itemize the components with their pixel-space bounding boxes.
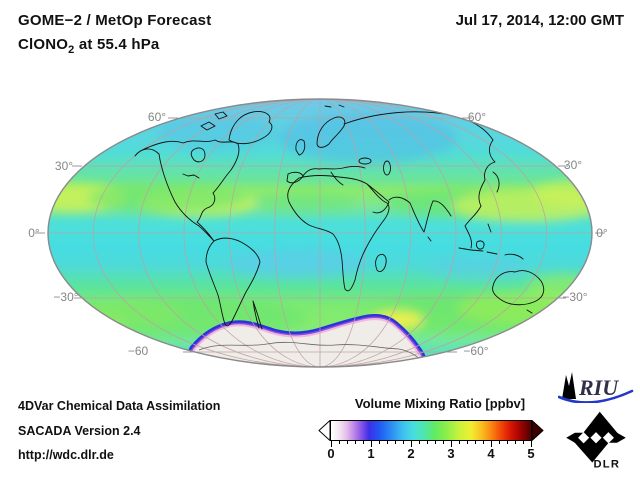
lat-label-right-60: 60° xyxy=(467,110,487,124)
dlr-logo: DLR xyxy=(566,411,626,469)
lat-label-left-60: 60° xyxy=(147,110,167,124)
dlr-bird-icon xyxy=(566,411,626,463)
attribution-line2: SACADA Version 2.4 xyxy=(18,423,141,438)
colorbar-tick-0: 0 xyxy=(327,446,335,461)
world-map: 60° 30° 0° −30° −60 60° 30° 0° −30° −60° xyxy=(0,96,640,374)
colorbar-minor-ticks xyxy=(331,441,532,444)
riu-logo: RIU xyxy=(558,372,634,403)
colorbar-tick-1: 1 xyxy=(367,446,375,461)
colorbar-overflow-arrow-icon xyxy=(532,420,544,441)
mollweide-globe xyxy=(35,98,605,368)
antarctic-vortex xyxy=(181,314,429,367)
lat-label-left-30: 30° xyxy=(54,159,74,173)
antarctica-coastline xyxy=(198,341,423,362)
cathedral-icon xyxy=(562,372,576,399)
colorbar-title: Volume Mixing Ratio [ppbv] xyxy=(354,396,526,411)
datetime-label: Jul 17, 2014, 12:00 GMT xyxy=(455,12,624,29)
compound-name: ClONO xyxy=(18,36,69,53)
attribution-url: http://wdc.dlr.de xyxy=(18,448,114,462)
figure-subtitle: ClONO2 at 55.4 hPa xyxy=(18,36,159,56)
dlr-logo-text: DLR xyxy=(594,459,621,469)
riu-swoosh-icon xyxy=(558,389,634,403)
colorbar: Volume Mixing Ratio [ppbv] 0 1 2 3 4 5 xyxy=(316,396,566,468)
colorbar-tick-4: 4 xyxy=(487,446,495,461)
lat-label-left--60: −60 xyxy=(127,344,149,358)
attribution-block: 4DVar Chemical Data Assimilation SACADA … xyxy=(18,394,220,468)
compound-subscript: 2 xyxy=(68,44,75,56)
figure-title: GOME−2 / MetOp Forecast xyxy=(18,12,212,29)
colorbar-tick-5: 5 xyxy=(527,446,535,461)
vmr-field-patches xyxy=(48,113,592,338)
lat-label-right--60: −60° xyxy=(463,344,489,358)
pressure-level: at 55.4 hPa xyxy=(74,36,160,53)
lat-label-left-0: 0° xyxy=(28,226,40,240)
colorbar-tick-3: 3 xyxy=(447,446,455,461)
riu-logo-text: RIU xyxy=(578,375,619,400)
globe-outline xyxy=(47,98,593,368)
colorbar-major-ticks xyxy=(331,441,532,447)
colorbar-underflow-arrow-icon xyxy=(318,420,330,441)
colorbar-gradient xyxy=(330,420,532,441)
lat-label-right-0: 0° xyxy=(596,226,608,240)
attribution-line1: 4DVar Chemical Data Assimilation xyxy=(18,399,221,413)
lat-ticks xyxy=(35,117,605,353)
lat-label-left--30: −30° xyxy=(53,290,79,304)
colorbar-tick-2: 2 xyxy=(407,446,415,461)
lat-label-right-30: 30° xyxy=(563,158,583,172)
lat-label-right--30: −30° xyxy=(562,290,588,304)
